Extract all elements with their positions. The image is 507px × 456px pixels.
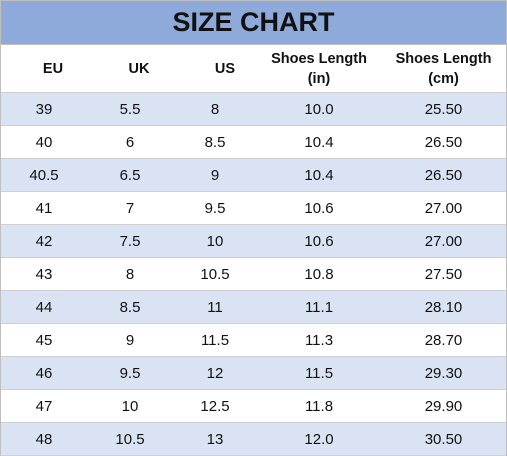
- column-header: EU: [1, 45, 87, 93]
- table-cell: 9.5: [87, 356, 173, 390]
- table-cell: 8: [87, 257, 173, 291]
- table-cell: 40.5: [1, 158, 87, 192]
- table-row: 46 9.5 12 11.5 29.30: [1, 356, 506, 390]
- table-cell: 10: [87, 389, 173, 423]
- table-cell: 44: [1, 290, 87, 324]
- table-cell: 6.5: [87, 158, 173, 192]
- table-cell: 10.0: [257, 92, 381, 126]
- table-cell: 11.1: [257, 290, 381, 324]
- table-cell: 8.5: [173, 125, 257, 159]
- table-cell: 5.5: [87, 92, 173, 126]
- column-header-text: US: [214, 60, 236, 77]
- table-cell: 28.10: [381, 290, 506, 324]
- column-header-text: EU: [42, 60, 64, 77]
- table-row: 40 6 8.5 10.4 26.50: [1, 125, 506, 159]
- column-header-text: Shoes Length (cm): [395, 50, 492, 87]
- table-cell: 8.5: [87, 290, 173, 324]
- table-cell: 29.30: [381, 356, 506, 390]
- column-header: Shoes Length (cm): [381, 45, 506, 93]
- table-row: 45 9 11.5 11.3 28.70: [1, 323, 506, 357]
- title: SIZE CHART: [1, 1, 506, 45]
- size-table: EU UK US Shoes Length (in) Shoes Length (cm)…: [1, 45, 506, 456]
- table-row: 40.5 6.5 9 10.4 26.50: [1, 158, 506, 192]
- table-row: 42 7.5 10 10.6 27.00: [1, 224, 506, 258]
- table-cell: 9: [173, 158, 257, 192]
- table-cell: 11.3: [257, 323, 381, 357]
- column-header-text: Shoes Length (in): [271, 50, 367, 87]
- table-body: 39 5.5 8 10.0 25.50 40 6 8.5 10.4 26.50 40.5 6.5 9 10…: [1, 92, 506, 456]
- table-cell: 7: [87, 191, 173, 225]
- table-cell: 25.50: [381, 92, 506, 126]
- table-cell: 27.00: [381, 224, 506, 258]
- column-header: UK: [87, 45, 173, 93]
- table-row: 43 8 10.5 10.8 27.50: [1, 257, 506, 291]
- table-cell: 6: [87, 125, 173, 159]
- table-cell: 10: [173, 224, 257, 258]
- table-cell: 28.70: [381, 323, 506, 357]
- table-cell: 11.8: [257, 389, 381, 423]
- table-cell: 29.90: [381, 389, 506, 423]
- table-row: 39 5.5 8 10.0 25.50: [1, 92, 506, 126]
- table-cell: 45: [1, 323, 87, 357]
- table-cell: 41: [1, 191, 87, 225]
- table-cell: 47: [1, 389, 87, 423]
- table-cell: 11: [173, 290, 257, 324]
- table-row: 41 7 9.5 10.6 27.00: [1, 191, 506, 225]
- table-cell: 40: [1, 125, 87, 159]
- table-cell: 11.5: [257, 356, 381, 390]
- table-row: 47 10 12.5 11.8 29.90: [1, 389, 506, 423]
- column-header: Shoes Length (in): [257, 45, 381, 93]
- column-header: US: [173, 45, 257, 93]
- table-cell: 42: [1, 224, 87, 258]
- table-cell: 12: [173, 356, 257, 390]
- table-cell: 10.5: [87, 422, 173, 456]
- table-cell: 10.6: [257, 191, 381, 225]
- table-cell: 10.4: [257, 158, 381, 192]
- column-header-text: UK: [128, 60, 150, 77]
- table-cell: 10.4: [257, 125, 381, 159]
- table-cell: 39: [1, 92, 87, 126]
- table-cell: 26.50: [381, 125, 506, 159]
- table-cell: 46: [1, 356, 87, 390]
- table-cell: 9: [87, 323, 173, 357]
- table-cell: 30.50: [381, 422, 506, 456]
- table-cell: 27.50: [381, 257, 506, 291]
- table-cell: 43: [1, 257, 87, 291]
- table-cell: 11.5: [173, 323, 257, 357]
- table-cell: 12.0: [257, 422, 381, 456]
- table-row: 44 8.5 11 11.1 28.10: [1, 290, 506, 324]
- table-cell: 10.6: [257, 224, 381, 258]
- table-cell: 10.8: [257, 257, 381, 291]
- table-cell: 7.5: [87, 224, 173, 258]
- table-cell: 10.5: [173, 257, 257, 291]
- table-cell: 27.00: [381, 191, 506, 225]
- header-row: EU UK US Shoes Length (in) Shoes Length (cm): [1, 45, 506, 93]
- table-cell: 8: [173, 92, 257, 126]
- table-cell: 13: [173, 422, 257, 456]
- table-cell: 12.5: [173, 389, 257, 423]
- table-cell: 48: [1, 422, 87, 456]
- table-cell: 26.50: [381, 158, 506, 192]
- table-cell: 9.5: [173, 191, 257, 225]
- table-row: 48 10.5 13 12.0 30.50: [1, 422, 506, 456]
